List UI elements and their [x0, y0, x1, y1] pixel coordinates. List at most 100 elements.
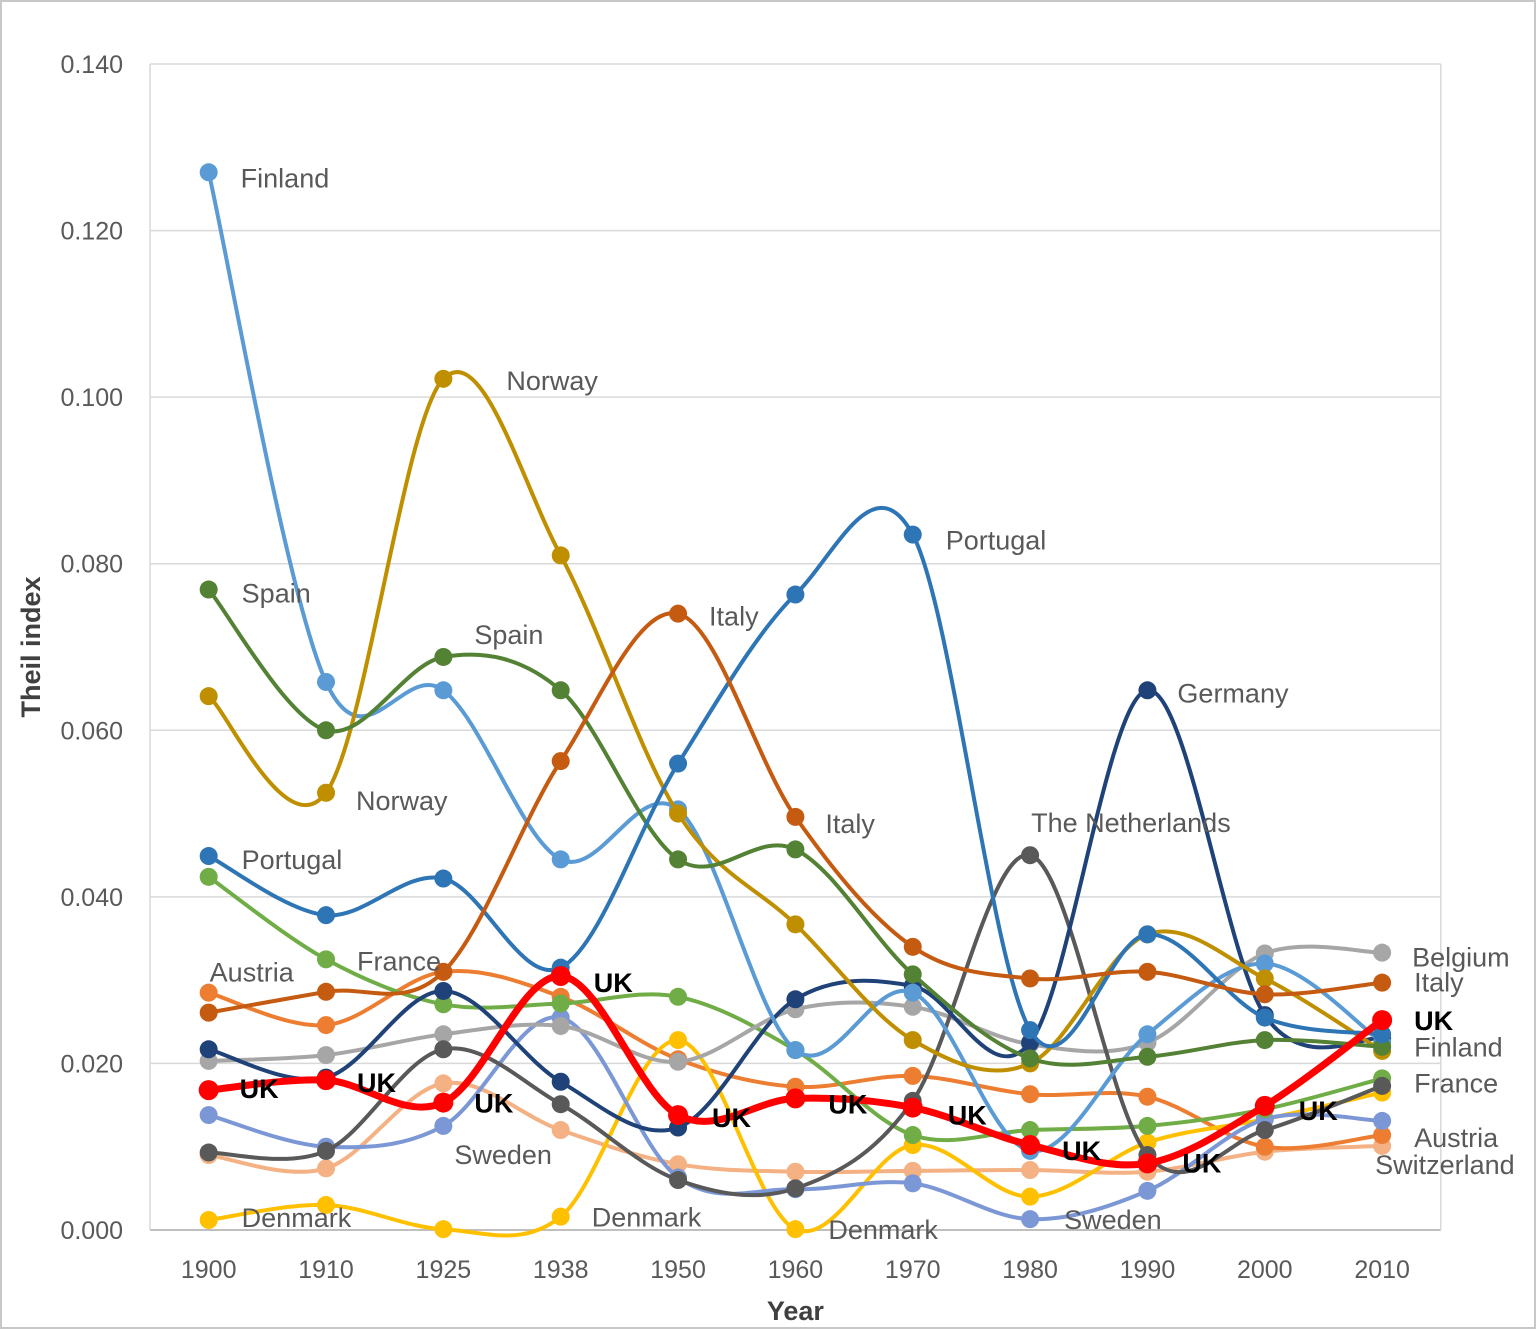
- series-point-france-1938: [551, 994, 570, 1013]
- annotation-denmark-1960: Denmark: [828, 1215, 938, 1245]
- series-point-austria-1910: [317, 1016, 336, 1035]
- series-point-spain-1980: [1021, 1049, 1040, 1068]
- annotation-norway-1925: Norway: [506, 366, 598, 396]
- annotation-finland-1900: Finland: [241, 163, 330, 193]
- annotation-spain-1900: Spain: [242, 579, 311, 609]
- annotation-finland-2010: Finland: [1414, 1033, 1503, 1063]
- x-tick-label-1970: 1970: [885, 1256, 941, 1284]
- annotation-uk-2000: UK: [1299, 1096, 1338, 1126]
- series-point-italy-2010: [1373, 973, 1392, 992]
- series-point-the-netherlands-1950: [669, 1171, 688, 1190]
- series-point-the-netherlands-1910: [317, 1141, 336, 1160]
- series-point-denmark-1980: [1021, 1187, 1040, 1206]
- series-point-belgium-1910: [317, 1046, 336, 1065]
- series-point-switzerland-1950: [669, 1155, 688, 1174]
- series-point-norway-1938: [551, 546, 570, 565]
- series-point-the-netherlands-1925: [434, 1040, 453, 1059]
- series-point-sweden-2010: [1373, 1111, 1392, 1130]
- annotation-uk-1960: UK: [828, 1089, 867, 1119]
- series-point-spain-1900: [199, 580, 218, 599]
- annotation-spain-1925: Spain: [474, 620, 543, 650]
- series-point-denmark-1950: [669, 1031, 688, 1050]
- series-point-germany-1960: [786, 990, 805, 1009]
- series-point-germany-1900: [199, 1040, 218, 1059]
- series-point-france-1900: [199, 867, 218, 886]
- series-point-belgium-1938: [551, 1016, 570, 1035]
- x-tick-label-1938: 1938: [533, 1256, 589, 1284]
- series-point-uk-2000: [1254, 1095, 1275, 1116]
- series-point-the-netherlands-2010: [1373, 1076, 1392, 1095]
- annotation-uk-1900: UK: [240, 1074, 279, 1104]
- annotation-uk-1950: UK: [712, 1103, 751, 1133]
- series-point-denmark-1910: [317, 1196, 336, 1215]
- annotation-sweden-1980: Sweden: [1064, 1205, 1162, 1235]
- annotation-italy-1950: Italy: [709, 602, 759, 632]
- series-point-spain-2010: [1373, 1037, 1392, 1056]
- annotation-austria-1900: Austria: [210, 958, 295, 988]
- series-point-portugal-1980: [1021, 1021, 1040, 1040]
- series-point-germany-1925: [434, 981, 453, 1000]
- series-point-italy-1970: [903, 937, 922, 956]
- series-point-finland-1925: [434, 681, 453, 700]
- series-point-spain-1990: [1138, 1047, 1157, 1066]
- series-point-denmark-1938: [551, 1207, 570, 1226]
- annotation-uk-2010: UK: [1414, 1006, 1453, 1036]
- series-point-austria-1980: [1021, 1085, 1040, 1104]
- series-point-uk-1900: [198, 1080, 219, 1101]
- series-point-the-netherlands-1960: [786, 1179, 805, 1198]
- annotation-germany-1990: Germany: [1177, 678, 1289, 708]
- series-point-uk-1970: [902, 1097, 923, 1118]
- annotation-uk-1980: UK: [1062, 1136, 1101, 1166]
- series-point-spain-1970: [903, 965, 922, 984]
- series-line-germany: [206, 688, 1385, 1133]
- annotation-switzerland-2010: Switzerland: [1375, 1150, 1515, 1180]
- series-point-italy-1925: [434, 962, 453, 981]
- series-point-norway-1925: [434, 369, 453, 388]
- series-point-sweden-1990: [1138, 1181, 1157, 1200]
- series-point-portugal-1950: [669, 754, 688, 773]
- annotation-portugal-1970: Portugal: [946, 526, 1047, 556]
- series-point-italy-1950: [669, 604, 688, 623]
- x-tick-label-2010: 2010: [1354, 1256, 1410, 1284]
- y-tick-label-0.060: 0.060: [60, 717, 123, 745]
- annotation-norway-1910: Norway: [356, 786, 448, 816]
- series-point-the-netherlands-1980: [1021, 846, 1040, 865]
- series-point-sweden-1900: [199, 1106, 218, 1125]
- x-tick-label-1900: 1900: [181, 1256, 237, 1284]
- series-point-the-netherlands-1938: [551, 1095, 570, 1114]
- annotation-france-1910: France: [357, 946, 441, 976]
- x-tick-label-1950: 1950: [650, 1256, 706, 1284]
- series-point-denmark-1900: [199, 1211, 218, 1230]
- series-point-finland-1990: [1138, 1025, 1157, 1044]
- annotation-uk-1990: UK: [1182, 1148, 1221, 1178]
- series-point-switzerland-1980: [1021, 1161, 1040, 1180]
- x-axis-title: Year: [767, 1296, 825, 1326]
- y-tick-label-0.000: 0.000: [60, 1217, 123, 1245]
- y-tick-label-0.020: 0.020: [60, 1050, 123, 1078]
- series-point-spain-1950: [669, 850, 688, 869]
- series-point-uk-1980: [1020, 1135, 1041, 1156]
- series-line-the-netherlands: [206, 853, 1385, 1198]
- series-point-belgium-1970: [903, 997, 922, 1016]
- series-point-spain-1960: [786, 840, 805, 859]
- series-point-austria-2010: [1373, 1126, 1392, 1145]
- series-point-austria-1990: [1138, 1087, 1157, 1106]
- annotation-uk-1970: UK: [948, 1101, 987, 1131]
- series-point-austria-2000: [1255, 1137, 1274, 1156]
- series-point-norway-1900: [199, 687, 218, 706]
- series-point-italy-1900: [199, 1003, 218, 1022]
- series-point-portugal-1970: [903, 525, 922, 544]
- series-point-finland-1970: [903, 983, 922, 1002]
- series-point-belgium-2010: [1373, 943, 1392, 962]
- series-point-finland-1910: [317, 672, 336, 691]
- series-point-finland-2000: [1255, 954, 1274, 973]
- annotation-sweden-1925: Sweden: [454, 1140, 552, 1170]
- series-line-italy: [206, 611, 1385, 1015]
- series-point-portugal-1900: [199, 847, 218, 866]
- y-tick-label-0.040: 0.040: [60, 884, 123, 912]
- series-point-finland-1960: [786, 1041, 805, 1060]
- series-point-denmark-1960: [786, 1220, 805, 1239]
- series-point-france-1950: [669, 987, 688, 1006]
- series-point-finland-1900: [199, 163, 218, 182]
